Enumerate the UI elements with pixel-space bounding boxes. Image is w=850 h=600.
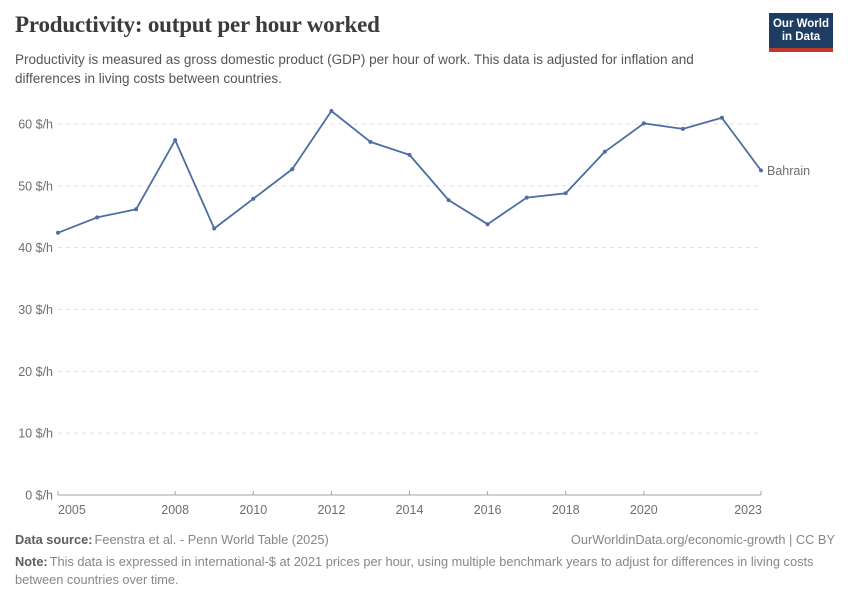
owid-logo-line2: in Data bbox=[781, 31, 821, 43]
footer-note: Note: This data is expressed in internati… bbox=[15, 553, 835, 589]
owid-logo-line1: Our World bbox=[772, 18, 829, 30]
data-point[interactable] bbox=[329, 109, 334, 113]
note-text: This data is expressed in international-… bbox=[15, 554, 814, 587]
y-tick-label: 20 $/h bbox=[18, 365, 53, 379]
data-point[interactable] bbox=[602, 149, 607, 154]
y-tick-label: 40 $/h bbox=[18, 241, 53, 255]
y-tick-label: 0 $/h bbox=[25, 489, 53, 503]
x-tick-label: 2016 bbox=[474, 503, 502, 517]
data-point[interactable] bbox=[719, 115, 724, 120]
y-tick-label: 60 $/h bbox=[18, 118, 53, 132]
x-tick-label: 2018 bbox=[552, 503, 580, 517]
data-point[interactable] bbox=[251, 196, 256, 201]
data-point[interactable] bbox=[524, 195, 529, 200]
data-source-label: Data source: bbox=[15, 532, 93, 547]
x-tick-label: 2005 bbox=[58, 503, 86, 517]
data-point[interactable] bbox=[563, 191, 568, 196]
data-point[interactable] bbox=[446, 198, 451, 203]
owid-logo[interactable]: Our World in Data bbox=[769, 13, 833, 52]
x-tick-label: 2012 bbox=[317, 503, 345, 517]
data-point[interactable] bbox=[485, 222, 490, 227]
data-point[interactable] bbox=[368, 139, 373, 144]
page-title: Productivity: output per hour worked bbox=[15, 12, 380, 37]
data-point[interactable] bbox=[290, 167, 295, 172]
owid-license-link[interactable]: OurWorldinData.org/economic-growth | CC … bbox=[570, 532, 835, 547]
data-point[interactable] bbox=[56, 230, 60, 235]
x-tick-label: 2023 bbox=[734, 503, 762, 517]
x-tick-label: 2008 bbox=[161, 503, 189, 517]
data-source-text: Feenstra et al. - Penn World Table (2025… bbox=[94, 532, 329, 547]
data-point[interactable] bbox=[407, 152, 412, 157]
data-point[interactable] bbox=[95, 215, 100, 220]
x-tick-label: 2014 bbox=[396, 503, 424, 517]
data-point[interactable] bbox=[759, 168, 763, 173]
data-point[interactable] bbox=[680, 126, 685, 131]
x-tick-label: 2020 bbox=[630, 503, 658, 517]
chart-subtitle: Productivity is measured as gross domest… bbox=[15, 52, 694, 86]
data-point[interactable] bbox=[173, 138, 178, 143]
note-label: Note: bbox=[15, 554, 48, 569]
series-line[interactable] bbox=[57, 110, 762, 234]
footer: Data source: Feenstra et al. - Penn World… bbox=[15, 531, 835, 589]
x-tick-label: 2010 bbox=[239, 503, 267, 517]
data-point[interactable] bbox=[641, 121, 646, 126]
data-source-line[interactable]: Data source: Feenstra et al. - Penn World… bbox=[15, 531, 329, 549]
data-point[interactable] bbox=[212, 226, 217, 231]
data-point[interactable] bbox=[134, 207, 139, 212]
y-tick-label: 10 $/h bbox=[18, 427, 53, 441]
y-tick-label: 50 $/h bbox=[18, 179, 53, 193]
series-end-label: Bahrain bbox=[767, 164, 810, 178]
y-tick-label: 30 $/h bbox=[18, 303, 53, 317]
